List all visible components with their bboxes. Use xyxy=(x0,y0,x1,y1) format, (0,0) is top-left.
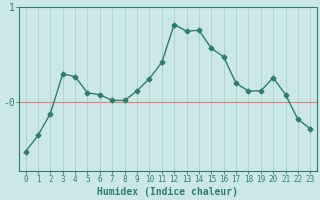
X-axis label: Humidex (Indice chaleur): Humidex (Indice chaleur) xyxy=(98,186,238,197)
